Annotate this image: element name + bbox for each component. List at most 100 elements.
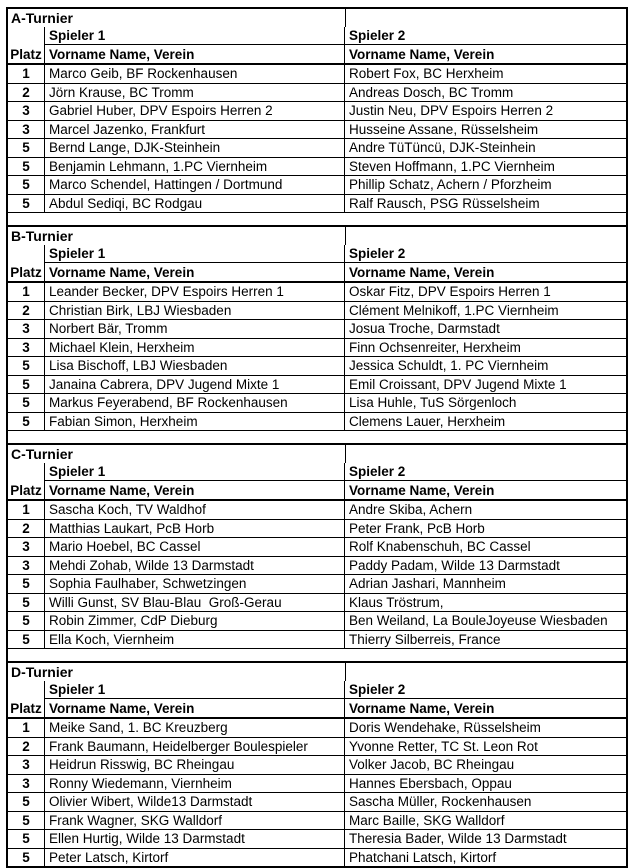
spieler2-value: Ralf Rausch, PSG Rüsselsheim	[349, 195, 540, 211]
spieler2-value: Theresia Bader, Wilde 13 Darmstadt	[349, 831, 567, 847]
platz-value: 5	[8, 612, 45, 630]
platz-value: 5	[8, 194, 45, 212]
platz-value: 2	[8, 83, 45, 101]
result-row: 5 Ellen Hurtig, Wilde 13 Darmstadt There…	[8, 829, 626, 848]
rows: 1 Meike Sand, 1. BC Kreuzberg Doris Wend…	[8, 719, 626, 866]
spieler2-value: Sascha Müller, Rockenhausen	[349, 794, 532, 810]
platz-value: 3	[8, 756, 45, 774]
spieler1-value: Michael Klein, Herxheim	[45, 338, 345, 356]
spieler2-value: Andre TüTüncü, DJK-Steinhein	[349, 140, 536, 156]
result-row: 5 Willi Gunst, SV Blau-Blau Groß-Gerau K…	[8, 592, 626, 611]
tournament-section: D-Turnier Spieler 1 Spieler 2 Platz Vorn…	[8, 661, 626, 866]
result-row: 5 Peter Latsch, Kirtorf Phatchani Latsch…	[8, 847, 626, 866]
spieler2-value: Oskar Fitz, DPV Espoirs Herren 1	[349, 284, 551, 300]
tournament-title-row: D-Turnier	[8, 663, 626, 681]
spieler2-value: Andreas Dosch, BC Tromm	[349, 84, 514, 100]
platz-value: 3	[8, 338, 45, 356]
platz-value: 3	[8, 774, 45, 792]
result-row: 5 Sophia Faulhaber, Schwetzingen Adrian …	[8, 574, 626, 593]
spieler1-value: Ronny Wiedemann, Viernheim	[45, 774, 345, 792]
spieler1-value: Abdul Sediqi, BC Rodgau	[45, 194, 345, 212]
subheader-spieler1: Vorname Name, Verein	[45, 45, 345, 63]
result-row: 5 Janaina Cabrera, DPV Jugend Mixte 1 Em…	[8, 374, 626, 393]
result-row: 5 Lisa Bischoff, LBJ Wiesbaden Jessica S…	[8, 356, 626, 375]
column-header-row: Platz Vorname Name, Verein Vorname Name,…	[8, 263, 626, 283]
spieler2-value: Finn Ochsenreiter, Herxheim	[349, 339, 521, 355]
result-row: 3 Ronny Wiedemann, Viernheim Hannes Eber…	[8, 773, 626, 792]
spieler1-value: Ellen Hurtig, Wilde 13 Darmstadt	[45, 830, 345, 848]
result-row: 2 Jörn Krause, BC Tromm Andreas Dosch, B…	[8, 82, 626, 101]
tournament-title: D-Turnier	[11, 664, 73, 680]
result-row: 1 Leander Becker, DPV Espoirs Herren 1 O…	[8, 283, 626, 301]
spieler2-header: Spieler 2	[345, 27, 626, 45]
spieler2-value: Justin Neu, DPV Espoirs Herren 2	[349, 103, 554, 119]
spieler1-header: Spieler 1	[45, 27, 345, 45]
result-row: 5 Marco Schendel, Hattingen / Dortmund P…	[8, 175, 626, 194]
platz-value: 5	[8, 394, 45, 412]
platz-header: Platz	[8, 263, 45, 281]
result-row: 5 Markus Feyerabend, BF Rockenhausen Lis…	[8, 393, 626, 412]
spieler1-value: Mario Hoebel, BC Cassel	[45, 538, 345, 556]
spieler2-value: Volker Jacob, BC Rheingau	[349, 757, 515, 773]
platz-empty-cell	[8, 27, 45, 45]
spieler1-value: Ella Koch, Viernheim	[45, 630, 345, 648]
spieler2-value: Steven Hoffmann, 1.PC Viernheim	[349, 158, 555, 174]
spieler2-value: Rolf Knabenschuh, BC Cassel	[349, 539, 531, 555]
platz-value: 2	[8, 519, 45, 537]
spieler2-header: Spieler 2	[345, 245, 626, 263]
title-empty-cell	[345, 227, 626, 245]
platz-header: Platz	[8, 45, 45, 63]
spieler2-value: Peter Frank, PcB Horb	[349, 520, 485, 536]
platz-value: 1	[8, 501, 45, 519]
spieler1-header: Spieler 1	[45, 245, 345, 263]
spieler2-header: Spieler 2	[345, 681, 626, 699]
column-header-row: Platz Vorname Name, Verein Vorname Name,…	[8, 699, 626, 719]
spieler1-value: Marco Geib, BF Rockenhausen	[45, 65, 345, 83]
platz-empty-cell	[8, 245, 45, 263]
spieler1-value: Christian Birk, LBJ Wiesbaden	[45, 301, 345, 319]
platz-value: 2	[8, 301, 45, 319]
spieler1-value: Marco Schendel, Hattingen / Dortmund	[45, 176, 345, 194]
platz-value: 5	[8, 412, 45, 430]
platz-value: 5	[8, 575, 45, 593]
result-row: 5 Ella Koch, Viernheim Thierry Silberrei…	[8, 629, 626, 648]
spieler1-value: Sophia Faulhaber, Schwetzingen	[45, 575, 345, 593]
spieler2-value: Ben Weiland, La BouleJoyeuse Wiesbaden	[349, 613, 608, 629]
spieler1-value: Frank Baumann, Heidelberger Boulespieler	[45, 737, 345, 755]
spieler2-value: Clemens Lauer, Herxheim	[349, 413, 506, 429]
spieler1-header: Spieler 1	[45, 681, 345, 699]
tournament-title: A-Turnier	[11, 10, 73, 26]
spieler2-value: Adrian Jashari, Mannheim	[349, 576, 506, 592]
platz-value: 5	[8, 593, 45, 611]
spieler2-value: Yvonne Retter, TC St. Leon Rot	[349, 738, 538, 754]
result-row: 5 Fabian Simon, Herxheim Clemens Lauer, …	[8, 411, 626, 430]
spieler1-value: Meike Sand, 1. BC Kreuzberg	[45, 719, 345, 737]
result-row: 3 Norbert Bär, Tromm Josua Troche, Darms…	[8, 319, 626, 338]
platz-value: 5	[8, 848, 45, 866]
result-row: 3 Gabriel Huber, DPV Espoirs Herren 2 Ju…	[8, 101, 626, 120]
subheader-spieler1: Vorname Name, Verein	[45, 263, 345, 281]
spieler1-value: Heidrun Risswig, BC Rheingau	[45, 756, 345, 774]
spieler2-value: Clément Melnikoff, 1.PC Viernheim	[349, 302, 559, 318]
result-row: 2 Christian Birk, LBJ Wiesbaden Clément …	[8, 300, 626, 319]
platz-value: 1	[8, 719, 45, 737]
spieler-header-row: Spieler 1 Spieler 2	[8, 463, 626, 481]
spieler2-value: Thierry Silberreis, France	[349, 631, 501, 647]
spieler2-value: Robert Fox, BC Herxheim	[349, 66, 504, 82]
platz-value: 3	[8, 538, 45, 556]
result-row: 1 Marco Geib, BF Rockenhausen Robert Fox…	[8, 65, 626, 83]
section-spacer	[8, 648, 626, 661]
platz-value: 5	[8, 375, 45, 393]
title-empty-cell	[345, 9, 626, 27]
results-document: A-Turnier Spieler 1 Spieler 2 Platz Vorn…	[6, 7, 628, 868]
subheader-spieler2: Vorname Name, Verein	[349, 482, 495, 498]
spieler1-value: Robin Zimmer, CdP Dieburg	[45, 612, 345, 630]
spieler-header-row: Spieler 1 Spieler 2	[8, 27, 626, 45]
spieler2-value: Phillip Schatz, Achern / Pforzheim	[349, 177, 552, 193]
platz-empty-cell	[8, 463, 45, 481]
result-row: 3 Mehdi Zohab, Wilde 13 Darmstadt Paddy …	[8, 555, 626, 574]
tournament-section: B-Turnier Spieler 1 Spieler 2 Platz Vorn…	[8, 225, 626, 443]
tournament-title-row: A-Turnier	[8, 9, 626, 27]
spieler2-value: Hannes Ebersbach, Oppau	[349, 775, 512, 791]
